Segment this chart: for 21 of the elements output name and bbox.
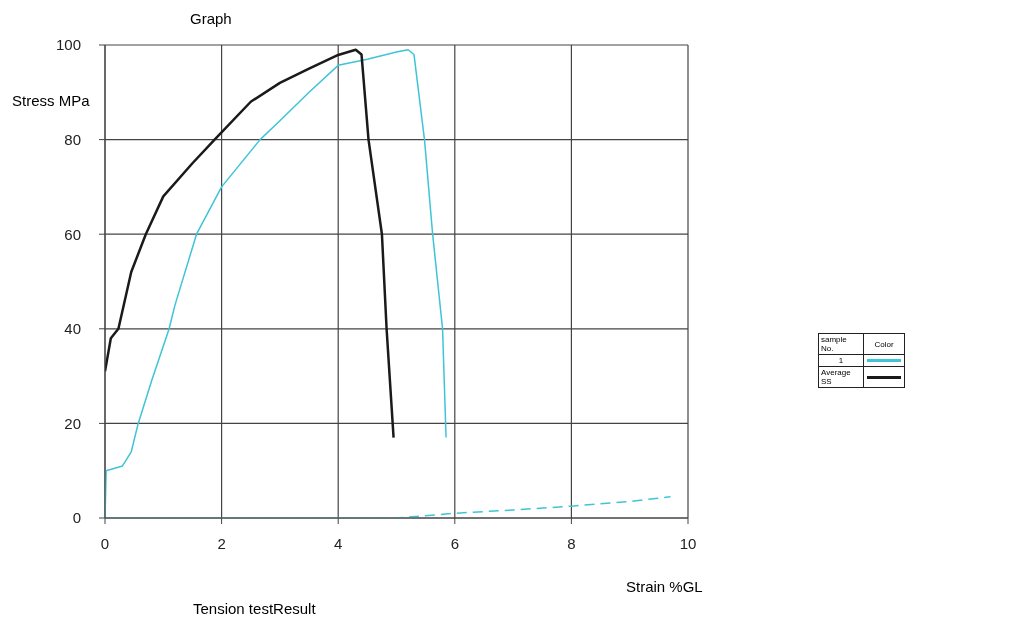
legend-title: sample No. [818,333,864,355]
x-tick-label: 4 [334,534,343,552]
y-axis-title: Stress MPa [12,92,91,109]
legend-label: Average SS [818,366,864,388]
y-tick-label: 100 [55,36,81,54]
line-series [105,48,395,439]
text: 1 [818,354,864,367]
x-tick-label: 8 [567,534,576,552]
x-tick-label: 2 [217,534,226,552]
x-tick-label: 10 [679,534,697,552]
y-tick-label: 20 [64,414,81,432]
y-tick-label: 0 [72,509,81,527]
text: Color [863,333,905,355]
x-tick-label: 6 [450,534,459,552]
y-tick-label: 40 [64,320,81,338]
y-tick-label: 80 [64,130,81,148]
x-tick-label: 0 [100,534,110,552]
chart-title: Graph [190,10,232,27]
y-tick-label: 60 [64,225,81,243]
text: Tension testResult [193,600,316,617]
x-axis-title: Strain %GL [626,578,703,595]
